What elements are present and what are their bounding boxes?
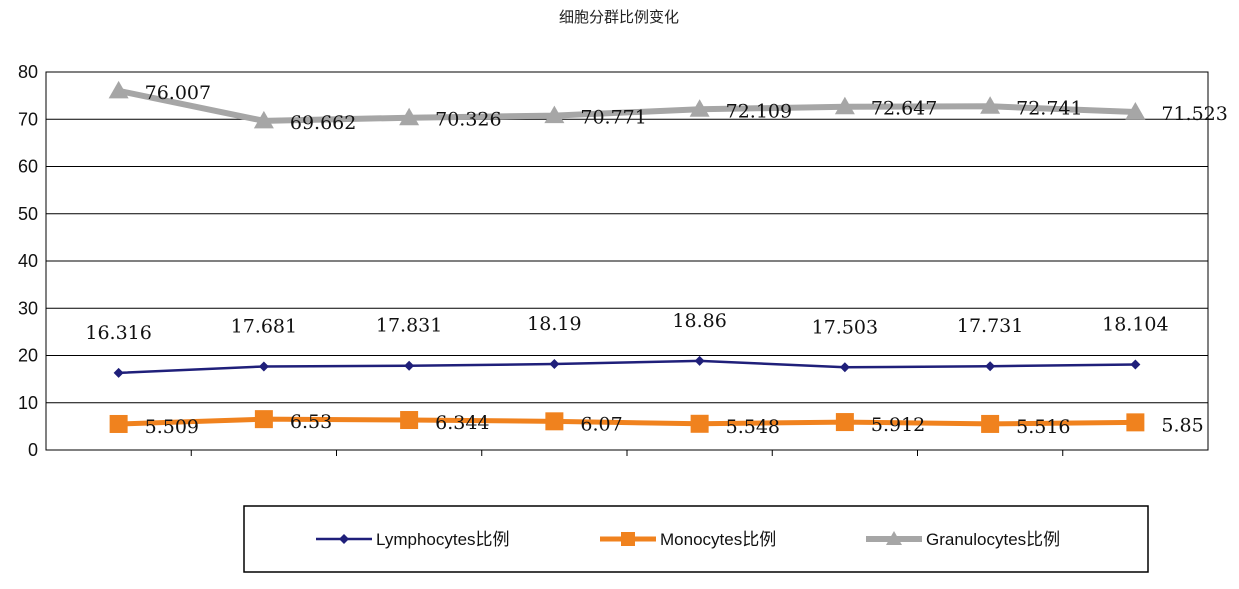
data-label: 76.007 xyxy=(145,82,211,104)
series-layer xyxy=(108,80,1146,433)
data-label: 72.109 xyxy=(726,100,792,122)
data-label: 70.326 xyxy=(435,109,501,131)
data-point-square xyxy=(981,414,1000,433)
data-point-triangle xyxy=(980,96,1001,114)
legend-marker-square xyxy=(621,532,635,546)
legend-label: Lymphocytes比例 xyxy=(376,530,510,549)
data-point-square xyxy=(400,411,419,430)
grid xyxy=(46,71,1208,451)
series-line-square xyxy=(118,416,1136,427)
data-label: 18.19 xyxy=(527,313,581,335)
series-line-diamond xyxy=(118,359,1136,375)
data-label: 16.316 xyxy=(85,322,151,344)
data-point-square xyxy=(835,413,854,432)
data-label: 69.662 xyxy=(290,112,356,134)
y-tick-label: 10 xyxy=(18,393,38,413)
data-label: 18.104 xyxy=(1102,313,1168,335)
legend-marker-diamond xyxy=(339,534,349,544)
y-tick-label: 20 xyxy=(18,346,38,366)
y-tick-label: 40 xyxy=(18,251,38,271)
data-label: 5.509 xyxy=(145,416,199,438)
data-label: 5.912 xyxy=(871,414,925,436)
data-point-diamond xyxy=(985,361,996,372)
data-point-square xyxy=(690,414,709,433)
axes: 0 10 20 30 40 50 60 70 80 xyxy=(18,62,1209,460)
legend-label: Granulocytes比例 xyxy=(926,530,1060,549)
data-point-triangle xyxy=(544,105,565,124)
data-label: 72.741 xyxy=(1016,97,1082,119)
data-label: 17.831 xyxy=(376,315,442,337)
data-point-diamond xyxy=(549,359,560,370)
legend: Lymphocytes比例 Monocytes比例 Granulocytes比例 xyxy=(243,505,1149,573)
data-point-square xyxy=(109,414,128,433)
data-label: 17.681 xyxy=(231,315,297,337)
data-point-diamond xyxy=(258,361,269,372)
y-tick-label: 80 xyxy=(18,62,38,82)
data-point-diamond xyxy=(694,355,705,366)
data-label: 5.548 xyxy=(726,416,780,438)
series-line-triangle xyxy=(118,87,1136,124)
data-point-square xyxy=(1126,413,1145,432)
y-tick-label: 30 xyxy=(18,298,38,318)
data-label: 71.523 xyxy=(1161,103,1227,125)
data-label: 6.344 xyxy=(435,412,489,434)
data-label: 17.503 xyxy=(812,316,878,338)
data-label: 5.516 xyxy=(1016,416,1070,438)
y-tick-label: 60 xyxy=(18,157,38,177)
data-point-triangle xyxy=(1125,102,1146,120)
data-point-triangle xyxy=(253,110,274,129)
data-point-square xyxy=(545,412,564,431)
y-tick-label: 0 xyxy=(28,440,38,460)
data-label: 6.07 xyxy=(580,413,622,435)
data-label: 70.771 xyxy=(580,107,646,129)
chart-title: 细胞分群比例变化 xyxy=(559,8,679,26)
data-labels: 16.316 17.681 17.831 18.19 18.86 17.503 17.731… xyxy=(85,82,1227,438)
data-label: 18.86 xyxy=(672,310,726,332)
data-label: 17.731 xyxy=(957,315,1023,337)
data-point-diamond xyxy=(113,367,124,378)
data-point-diamond xyxy=(1130,359,1141,370)
legend-box xyxy=(243,505,1149,573)
data-label: 72.647 xyxy=(871,98,937,120)
data-point-triangle xyxy=(108,80,129,99)
legend-marker-triangle xyxy=(886,531,902,545)
data-point-diamond xyxy=(839,362,850,373)
data-point-diamond xyxy=(404,360,415,371)
legend-label: Monocytes比例 xyxy=(660,530,776,549)
data-label: 6.53 xyxy=(290,411,332,433)
data-point-triangle xyxy=(689,99,710,117)
data-point-triangle xyxy=(399,107,420,126)
data-point-triangle xyxy=(834,96,855,115)
data-label: 5.85 xyxy=(1161,414,1203,436)
y-tick-label: 70 xyxy=(18,109,38,129)
y-tick-label: 50 xyxy=(18,204,38,224)
data-point-square xyxy=(254,410,273,429)
